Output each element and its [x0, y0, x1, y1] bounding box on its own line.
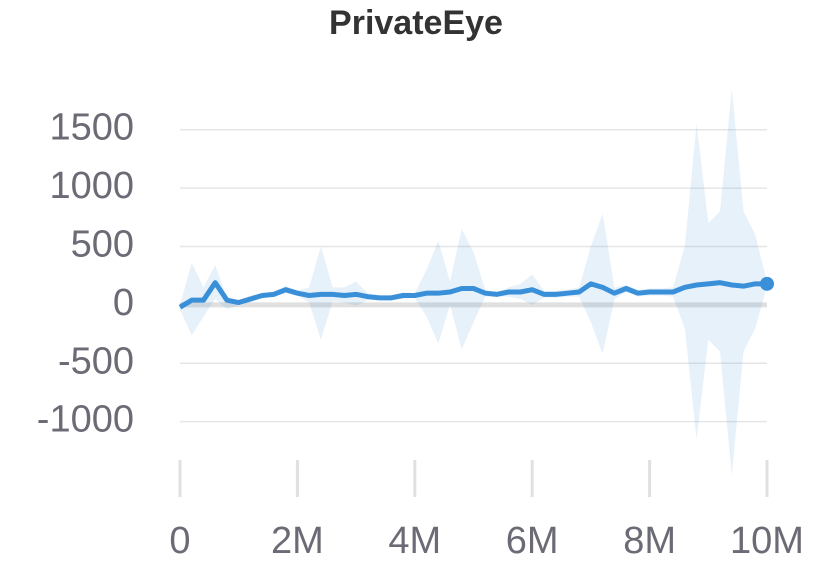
y-tick-label: 1500: [49, 107, 134, 149]
confidence-band: [180, 88, 767, 476]
mean-line: [178, 280, 767, 310]
x-tick-label: 6M: [506, 520, 559, 562]
x-tick-label: 10M: [730, 520, 804, 562]
x-tick-label: 2M: [271, 520, 324, 562]
y-tick-label: -1000: [37, 399, 134, 441]
y-tick-label: 1000: [49, 165, 134, 207]
x-tick-label: 8M: [623, 520, 676, 562]
chart-title: PrivateEye: [329, 4, 503, 42]
x-tick-label: 0: [169, 520, 190, 562]
y-tick-label: 0: [113, 282, 134, 324]
y-tick-label: 500: [71, 224, 134, 266]
y-tick-label: -500: [58, 340, 134, 382]
end-point: [760, 276, 774, 291]
x-tick-label: 4M: [388, 520, 441, 562]
